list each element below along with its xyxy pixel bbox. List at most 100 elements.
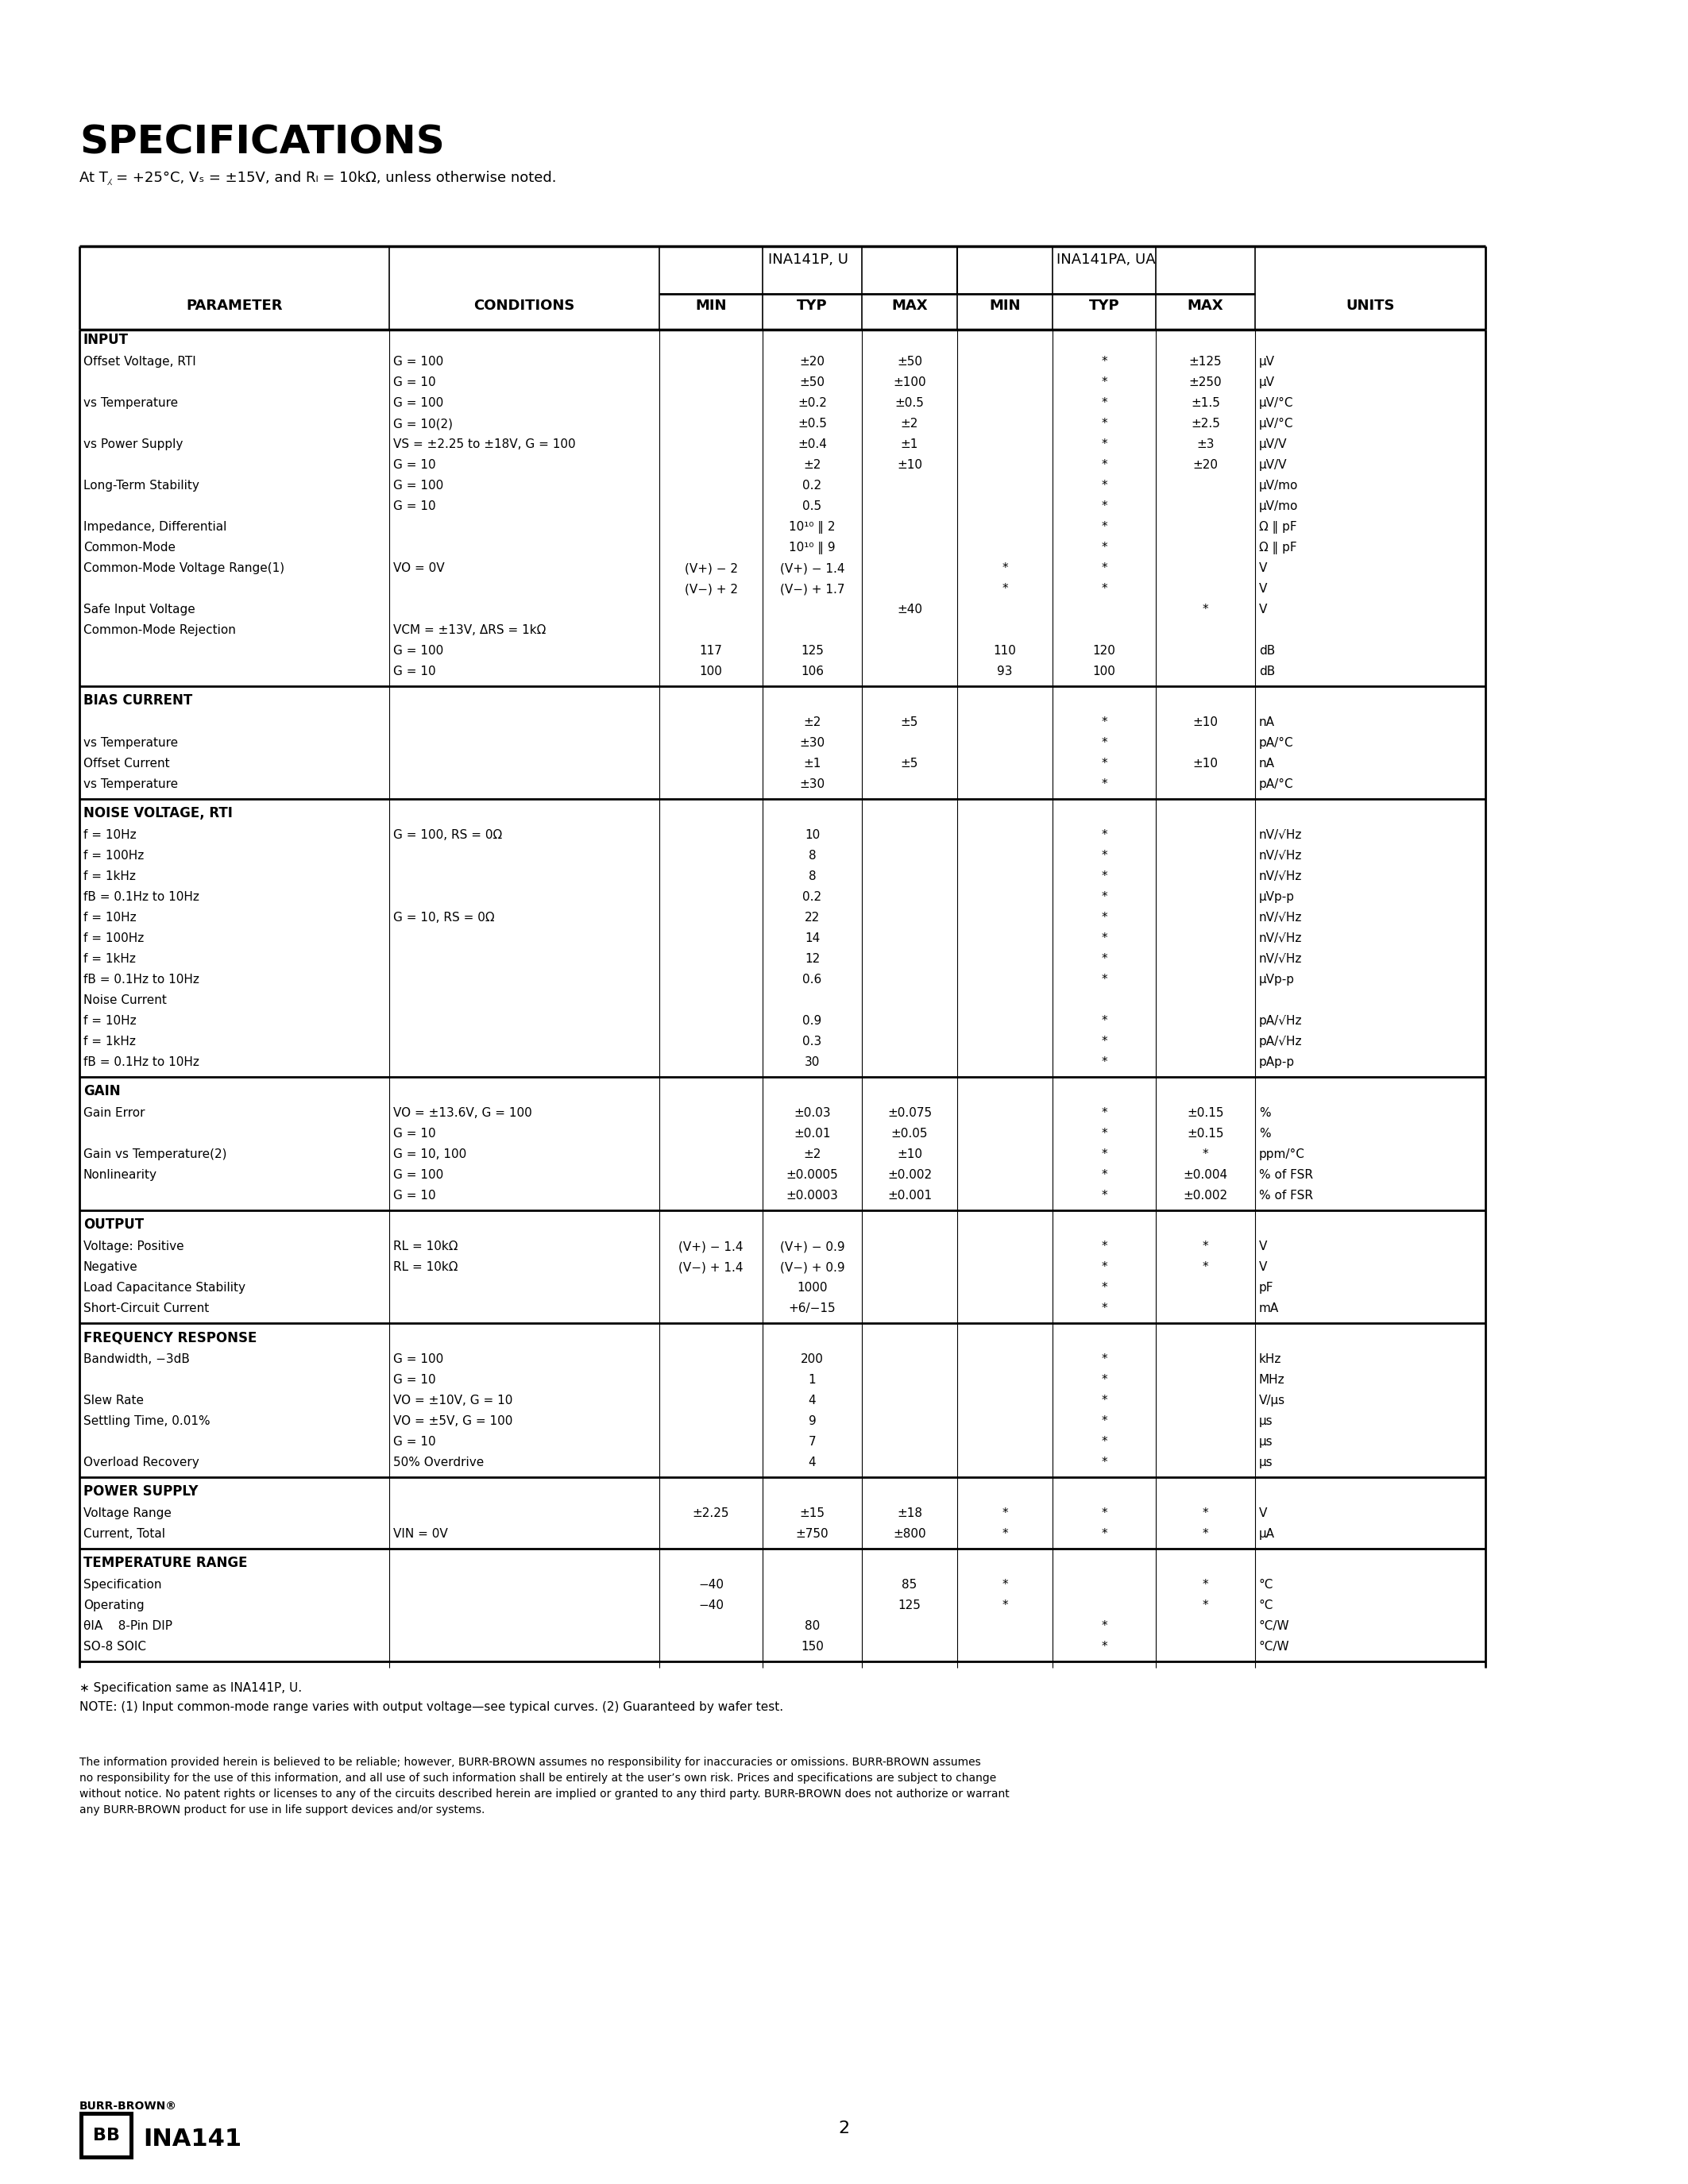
Text: 0.2: 0.2 [803, 891, 822, 902]
Text: 14: 14 [805, 933, 820, 943]
Text: Voltage Range: Voltage Range [83, 1507, 172, 1520]
Text: ±0.15: ±0.15 [1187, 1127, 1224, 1140]
Text: nV/√Hz: nV/√Hz [1259, 850, 1301, 863]
Text: f = 10Hz: f = 10Hz [83, 1016, 137, 1026]
Text: ±30: ±30 [800, 736, 825, 749]
Text: ±0.01: ±0.01 [793, 1127, 830, 1140]
Text: nV/√Hz: nV/√Hz [1259, 933, 1301, 943]
Text: *: * [1101, 830, 1107, 841]
Text: *: * [1003, 1529, 1008, 1540]
Text: f = 100Hz: f = 100Hz [83, 933, 143, 943]
Text: ±10: ±10 [1193, 716, 1219, 727]
Text: f = 10Hz: f = 10Hz [83, 830, 137, 841]
Text: BIAS CURRENT: BIAS CURRENT [83, 692, 192, 708]
Text: ±30: ±30 [800, 778, 825, 791]
Text: 0.3: 0.3 [802, 1035, 822, 1048]
Text: μVp-p: μVp-p [1259, 974, 1295, 985]
Text: ±0.004: ±0.004 [1183, 1168, 1227, 1182]
Text: G = 10: G = 10 [393, 1374, 436, 1387]
Text: ±1.5: ±1.5 [1190, 397, 1220, 408]
Text: (V−) + 2: (V−) + 2 [684, 583, 738, 594]
Text: ±18: ±18 [896, 1507, 922, 1520]
Text: ±40: ±40 [896, 603, 922, 616]
Text: (V−) + 0.9: (V−) + 0.9 [780, 1260, 844, 1273]
Text: f = 10Hz: f = 10Hz [83, 911, 137, 924]
Text: G = 10, RS = 0Ω: G = 10, RS = 0Ω [393, 911, 495, 924]
Text: ±0.002: ±0.002 [1183, 1190, 1227, 1201]
Text: −40: −40 [699, 1579, 724, 1590]
Text: μV/°C: μV/°C [1259, 397, 1293, 408]
Text: *: * [1003, 1599, 1008, 1612]
Text: °C: °C [1259, 1599, 1274, 1612]
Text: f = 1kHz: f = 1kHz [83, 952, 135, 965]
Text: °C: °C [1259, 1579, 1274, 1590]
Text: G = 100: G = 100 [393, 1168, 444, 1182]
Text: pA/√Hz: pA/√Hz [1259, 1016, 1303, 1026]
Text: 110: 110 [993, 644, 1016, 657]
Text: VO = ±5V, G = 100: VO = ±5V, G = 100 [393, 1415, 513, 1426]
Text: MIN: MIN [989, 299, 1021, 312]
Text: SPECIFICATIONS: SPECIFICATIONS [79, 122, 444, 162]
Text: 12: 12 [805, 952, 820, 965]
Text: 1: 1 [809, 1374, 815, 1387]
Text: *: * [1003, 583, 1008, 594]
Text: ±5: ±5 [901, 716, 918, 727]
Text: INPUT: INPUT [83, 332, 128, 347]
Text: %: % [1259, 1127, 1271, 1140]
Text: ±250: ±250 [1188, 376, 1222, 389]
Text: RL = 10kΩ: RL = 10kΩ [393, 1260, 457, 1273]
Text: °C/W: °C/W [1259, 1621, 1290, 1631]
Text: ±3: ±3 [1197, 439, 1214, 450]
Text: ±20: ±20 [800, 356, 825, 367]
Text: nV/√Hz: nV/√Hz [1259, 830, 1301, 841]
Text: BURR-BROWN®: BURR-BROWN® [79, 2101, 177, 2112]
Text: (V+) − 1.4: (V+) − 1.4 [780, 561, 844, 574]
Text: *: * [1101, 758, 1107, 769]
Text: μV/mo: μV/mo [1259, 480, 1298, 491]
Text: *: * [1101, 397, 1107, 408]
Text: 10: 10 [805, 830, 820, 841]
Text: °C/W: °C/W [1259, 1640, 1290, 1653]
Text: *: * [1003, 1507, 1008, 1520]
Text: NOTE: (1) Input common-mode range varies with output voltage—see typical curves.: NOTE: (1) Input common-mode range varies… [79, 1701, 783, 1712]
Text: G = 10: G = 10 [393, 500, 436, 513]
Text: Gain Error: Gain Error [83, 1107, 145, 1118]
Text: 10¹⁰ ‖ 2: 10¹⁰ ‖ 2 [788, 522, 836, 533]
Text: nV/√Hz: nV/√Hz [1259, 871, 1301, 882]
Text: pA/°C: pA/°C [1259, 778, 1293, 791]
Text: ±0.001: ±0.001 [888, 1190, 932, 1201]
Text: 85: 85 [901, 1579, 917, 1590]
Text: POWER SUPPLY: POWER SUPPLY [83, 1485, 197, 1498]
Text: %: % [1259, 1107, 1271, 1118]
Text: 0.9: 0.9 [802, 1016, 822, 1026]
Text: ±15: ±15 [800, 1507, 825, 1520]
Text: RL = 10kΩ: RL = 10kΩ [393, 1241, 457, 1251]
Text: VO = ±13.6V, G = 100: VO = ±13.6V, G = 100 [393, 1107, 532, 1118]
Text: Settling Time, 0.01%: Settling Time, 0.01% [83, 1415, 211, 1426]
Text: % of FSR: % of FSR [1259, 1168, 1313, 1182]
Text: ±5: ±5 [901, 758, 918, 769]
Text: ±10: ±10 [896, 1149, 922, 1160]
Text: 0.2: 0.2 [803, 480, 822, 491]
Text: NOISE VOLTAGE, RTI: NOISE VOLTAGE, RTI [83, 806, 233, 821]
Text: *: * [1101, 1529, 1107, 1540]
Text: vs Temperature: vs Temperature [83, 736, 177, 749]
Text: 150: 150 [800, 1640, 824, 1653]
Text: *: * [1101, 1241, 1107, 1251]
Text: V: V [1259, 1507, 1268, 1520]
Text: Common-Mode: Common-Mode [83, 542, 176, 553]
Text: *: * [1101, 1354, 1107, 1365]
Text: Offset Current: Offset Current [83, 758, 170, 769]
Text: 200: 200 [800, 1354, 824, 1365]
Text: GAIN: GAIN [83, 1083, 120, 1099]
Text: 125: 125 [800, 644, 824, 657]
Text: *: * [1101, 1168, 1107, 1182]
Text: ±100: ±100 [893, 376, 927, 389]
Text: ±0.4: ±0.4 [798, 439, 827, 450]
Text: V/μs: V/μs [1259, 1396, 1285, 1406]
Text: 10¹⁰ ‖ 9: 10¹⁰ ‖ 9 [788, 542, 836, 555]
Text: *: * [1101, 911, 1107, 924]
Text: vs Temperature: vs Temperature [83, 397, 177, 408]
Text: V: V [1259, 1260, 1268, 1273]
Text: nV/√Hz: nV/√Hz [1259, 911, 1301, 924]
